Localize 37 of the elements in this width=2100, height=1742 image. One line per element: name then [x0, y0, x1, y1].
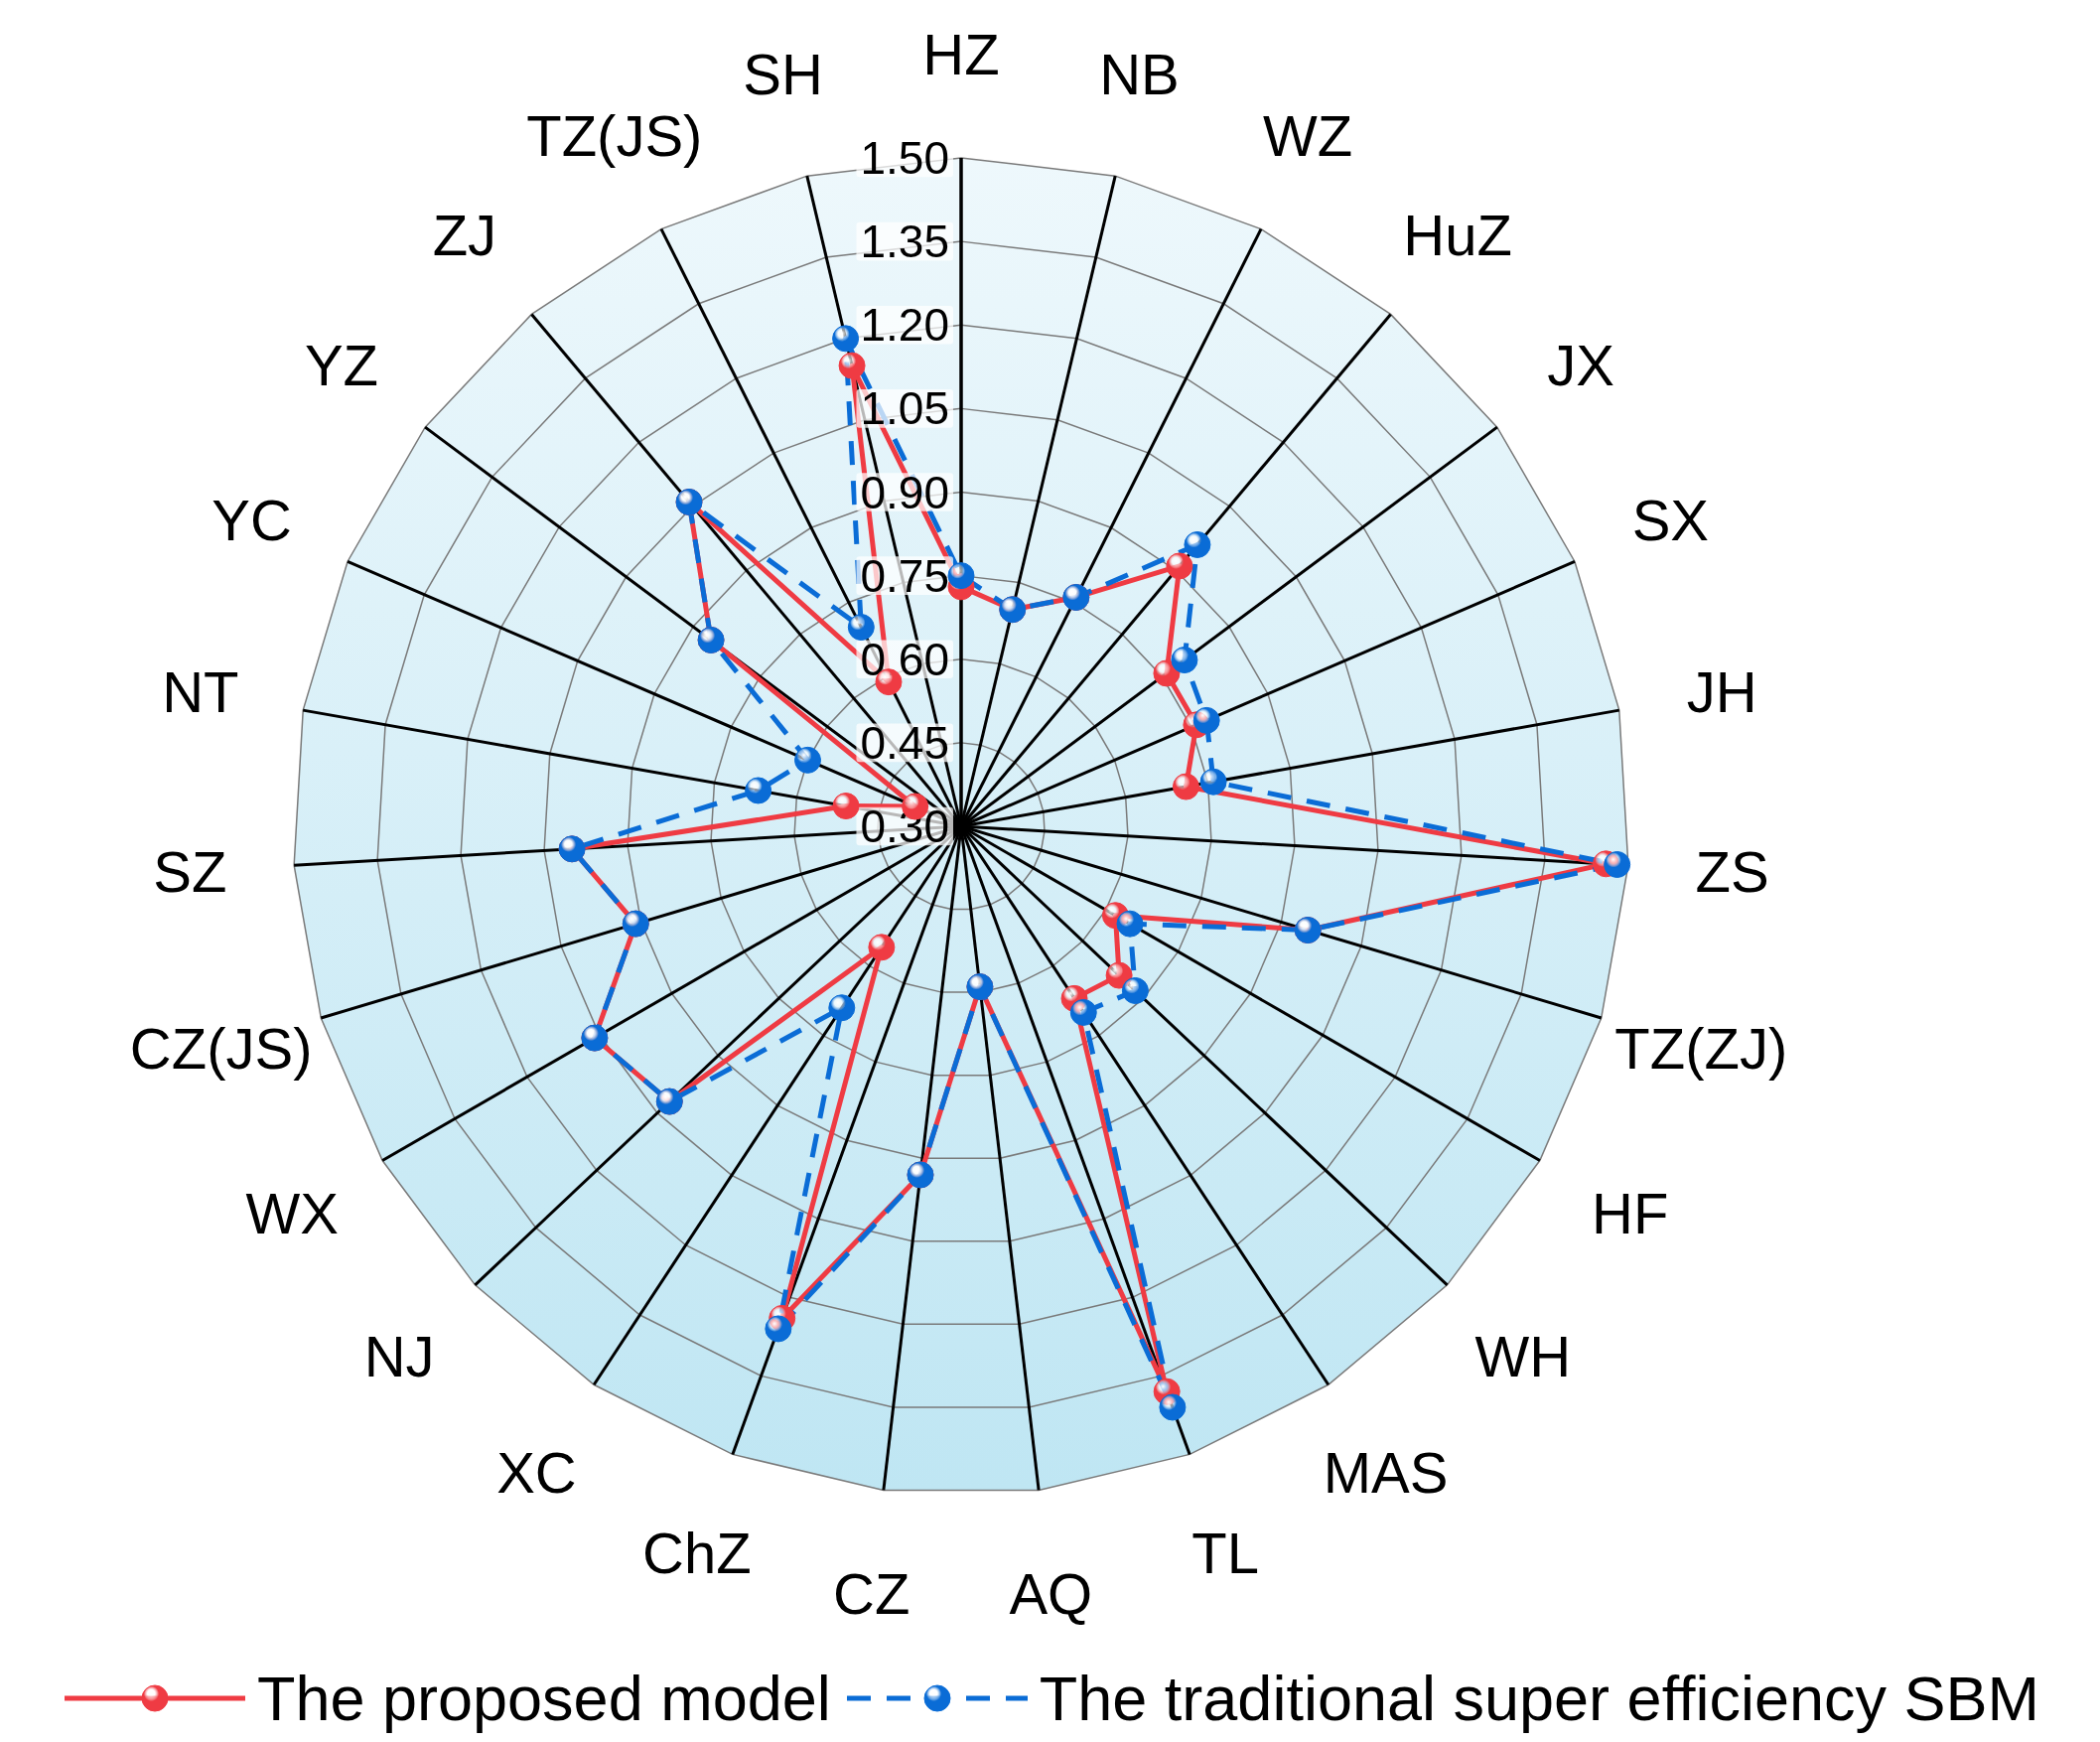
spoke-label: HuZ — [1403, 202, 1512, 267]
spoke-label: HZ — [922, 21, 1000, 86]
y-tick-label: 1.20 — [860, 299, 949, 352]
spoke-label: NB — [1099, 42, 1180, 107]
spoke-label: CZ — [833, 1561, 910, 1627]
spoke-label: XC — [496, 1439, 577, 1505]
y-tick-label: 0.90 — [860, 466, 949, 518]
spoke-label: MAS — [1323, 1439, 1449, 1505]
spoke-label: SZ — [153, 838, 227, 904]
y-tick-label: 0.75 — [860, 549, 949, 602]
y-tick-label: 0.60 — [860, 633, 949, 685]
spoke-label: AQ — [1009, 1561, 1093, 1627]
spoke-label: TL — [1191, 1520, 1259, 1585]
legend-label: The proposed model — [256, 1663, 831, 1734]
spoke-label: JH — [1686, 659, 1757, 725]
spoke-label: SX — [1631, 488, 1710, 553]
y-tick-label: 1.35 — [860, 216, 949, 268]
spoke-label: TZ(JS) — [526, 103, 703, 169]
spoke-label: WX — [245, 1180, 339, 1245]
spoke-label: ZJ — [432, 202, 497, 267]
spoke-label: CZ(JS) — [129, 1015, 313, 1081]
spoke-label: WZ — [1263, 103, 1353, 169]
spoke-label: JX — [1547, 332, 1614, 397]
y-tick-label: 1.50 — [860, 132, 949, 184]
spoke-label: YZ — [304, 332, 379, 397]
spoke-label: YC — [211, 488, 292, 553]
spoke-label: WH — [1474, 1324, 1572, 1389]
spoke-label: HF — [1592, 1180, 1669, 1245]
spoke-label: ChZ — [642, 1520, 752, 1585]
spoke-label: ZS — [1695, 838, 1769, 904]
y-tick-label: 1.05 — [860, 382, 949, 435]
spoke-label: NT — [162, 659, 239, 725]
legend-label: The traditional super efficiency SBM — [1039, 1663, 2040, 1734]
spoke-label: TZ(ZJ) — [1614, 1015, 1788, 1081]
y-tick-label: 0.45 — [860, 716, 949, 769]
spoke-label: NJ — [363, 1324, 435, 1389]
spoke-label: SH — [743, 42, 823, 107]
